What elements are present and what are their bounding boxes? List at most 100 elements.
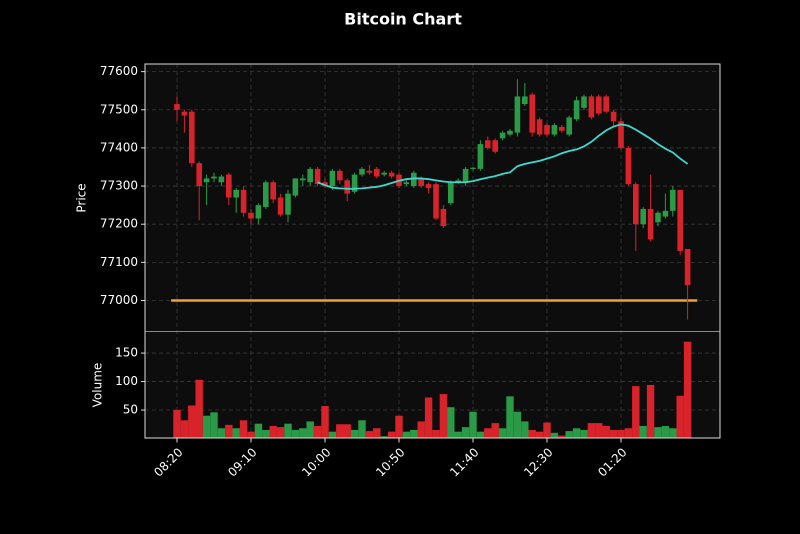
- volume-bar: [632, 386, 640, 439]
- candle-body: [647, 208, 654, 240]
- volume-bar: [276, 427, 285, 439]
- candle-body: [499, 132, 506, 139]
- moving-average-line: [317, 123, 689, 190]
- candle-body: [314, 168, 321, 185]
- volume-bar: [417, 421, 425, 439]
- y-tick-label: 77200: [100, 217, 138, 231]
- candle-body: [425, 184, 432, 188]
- candle-body: [588, 96, 595, 118]
- volume-bar: [313, 425, 322, 439]
- y-tick-label: 77600: [100, 64, 138, 78]
- volume-bar: [387, 431, 396, 439]
- volume-bar: [609, 429, 618, 439]
- candle-body: [240, 189, 247, 213]
- volume-bar: [447, 407, 455, 439]
- candle-body: [337, 170, 343, 181]
- y-tick-label: 77100: [100, 255, 138, 269]
- volume-bar: [284, 423, 292, 439]
- volume-bar: [306, 421, 314, 439]
- volume-bar: [565, 431, 573, 439]
- candle-body: [255, 205, 262, 219]
- candle-body: [655, 212, 661, 223]
- volume-bar: [358, 420, 366, 439]
- volume-bar: [587, 423, 596, 439]
- candle-body: [684, 248, 691, 286]
- volume-bar: [343, 424, 351, 439]
- candle-body: [388, 172, 395, 177]
- volume-bar: [550, 432, 559, 439]
- volume-bar: [254, 423, 263, 439]
- y2-tick-label: 100: [115, 374, 138, 388]
- candle-body: [633, 184, 639, 225]
- volume-bar: [454, 431, 462, 439]
- candle-body: [351, 174, 358, 192]
- volume-bar: [402, 431, 411, 439]
- candle-body: [440, 208, 447, 227]
- candle-body: [403, 182, 410, 185]
- candle-body: [189, 111, 195, 164]
- candle-body: [618, 121, 624, 148]
- candle-body: [610, 111, 617, 122]
- candle-body: [551, 125, 558, 135]
- candle-body: [559, 126, 565, 131]
- volume-bar: [424, 397, 433, 439]
- volume-bar: [602, 425, 610, 439]
- volume-bar: [676, 395, 684, 439]
- volume-bar: [202, 415, 211, 439]
- volume-bar: [439, 394, 448, 439]
- y-tick-label: 77300: [100, 179, 138, 193]
- volume-bar: [195, 379, 203, 439]
- volume-bar: [328, 431, 337, 439]
- y-tick-label: 77500: [100, 102, 138, 116]
- volume-bar: [269, 425, 277, 439]
- volume-bar: [491, 423, 499, 439]
- volume-bar: [476, 431, 485, 439]
- candle-body: [359, 168, 365, 175]
- volume-bar: [365, 431, 374, 439]
- plot-layer: 77000 77100 77200 77300 77400 77500 77600 50 100…: [100, 64, 720, 480]
- volume-bar: [373, 428, 381, 439]
- volume-bar: [484, 428, 492, 439]
- y2-axis-label: Volume: [91, 363, 105, 408]
- volume-bar: [669, 428, 677, 439]
- candle-body: [677, 189, 683, 251]
- volume-bar: [291, 429, 300, 439]
- volume-bar: [410, 429, 418, 439]
- candle-body: [226, 174, 232, 198]
- candle-body: [277, 197, 284, 215]
- volume-bar: [299, 428, 307, 439]
- candle-body: [300, 178, 306, 181]
- volume-bar: [225, 424, 233, 439]
- volume-bar: [232, 428, 240, 439]
- candle-body: [263, 182, 269, 208]
- volume-bar: [217, 428, 226, 439]
- volume-bar: [210, 412, 218, 439]
- volume-bar: [624, 428, 633, 439]
- candle-body: [596, 96, 602, 114]
- candle-body: [329, 170, 336, 187]
- candle-body: [640, 208, 646, 225]
- candle-body: [285, 193, 291, 215]
- y2-tick-label: 50: [123, 403, 138, 417]
- volume-bar: [180, 420, 189, 439]
- candle-body: [203, 178, 210, 183]
- candle-body: [181, 111, 188, 116]
- volume-bar: [469, 411, 477, 439]
- candle-body: [307, 168, 313, 183]
- candle-body: [625, 147, 632, 185]
- candle-body: [470, 167, 476, 169]
- volume-bar: [239, 420, 248, 439]
- candle-body: [522, 96, 528, 105]
- y-tick-label: 77400: [100, 140, 138, 154]
- candle-body: [603, 96, 609, 112]
- y-axis-label: Price: [75, 183, 89, 212]
- volume-bar: [595, 423, 603, 439]
- volume-bar: [617, 429, 625, 439]
- candle-body: [292, 178, 299, 196]
- candle-body: [514, 96, 521, 133]
- y2-tick-label: 150: [115, 346, 138, 360]
- volume-bar: [646, 384, 655, 439]
- candle-body: [507, 130, 513, 135]
- candle-body: [174, 104, 180, 110]
- volume-bar: [654, 427, 662, 439]
